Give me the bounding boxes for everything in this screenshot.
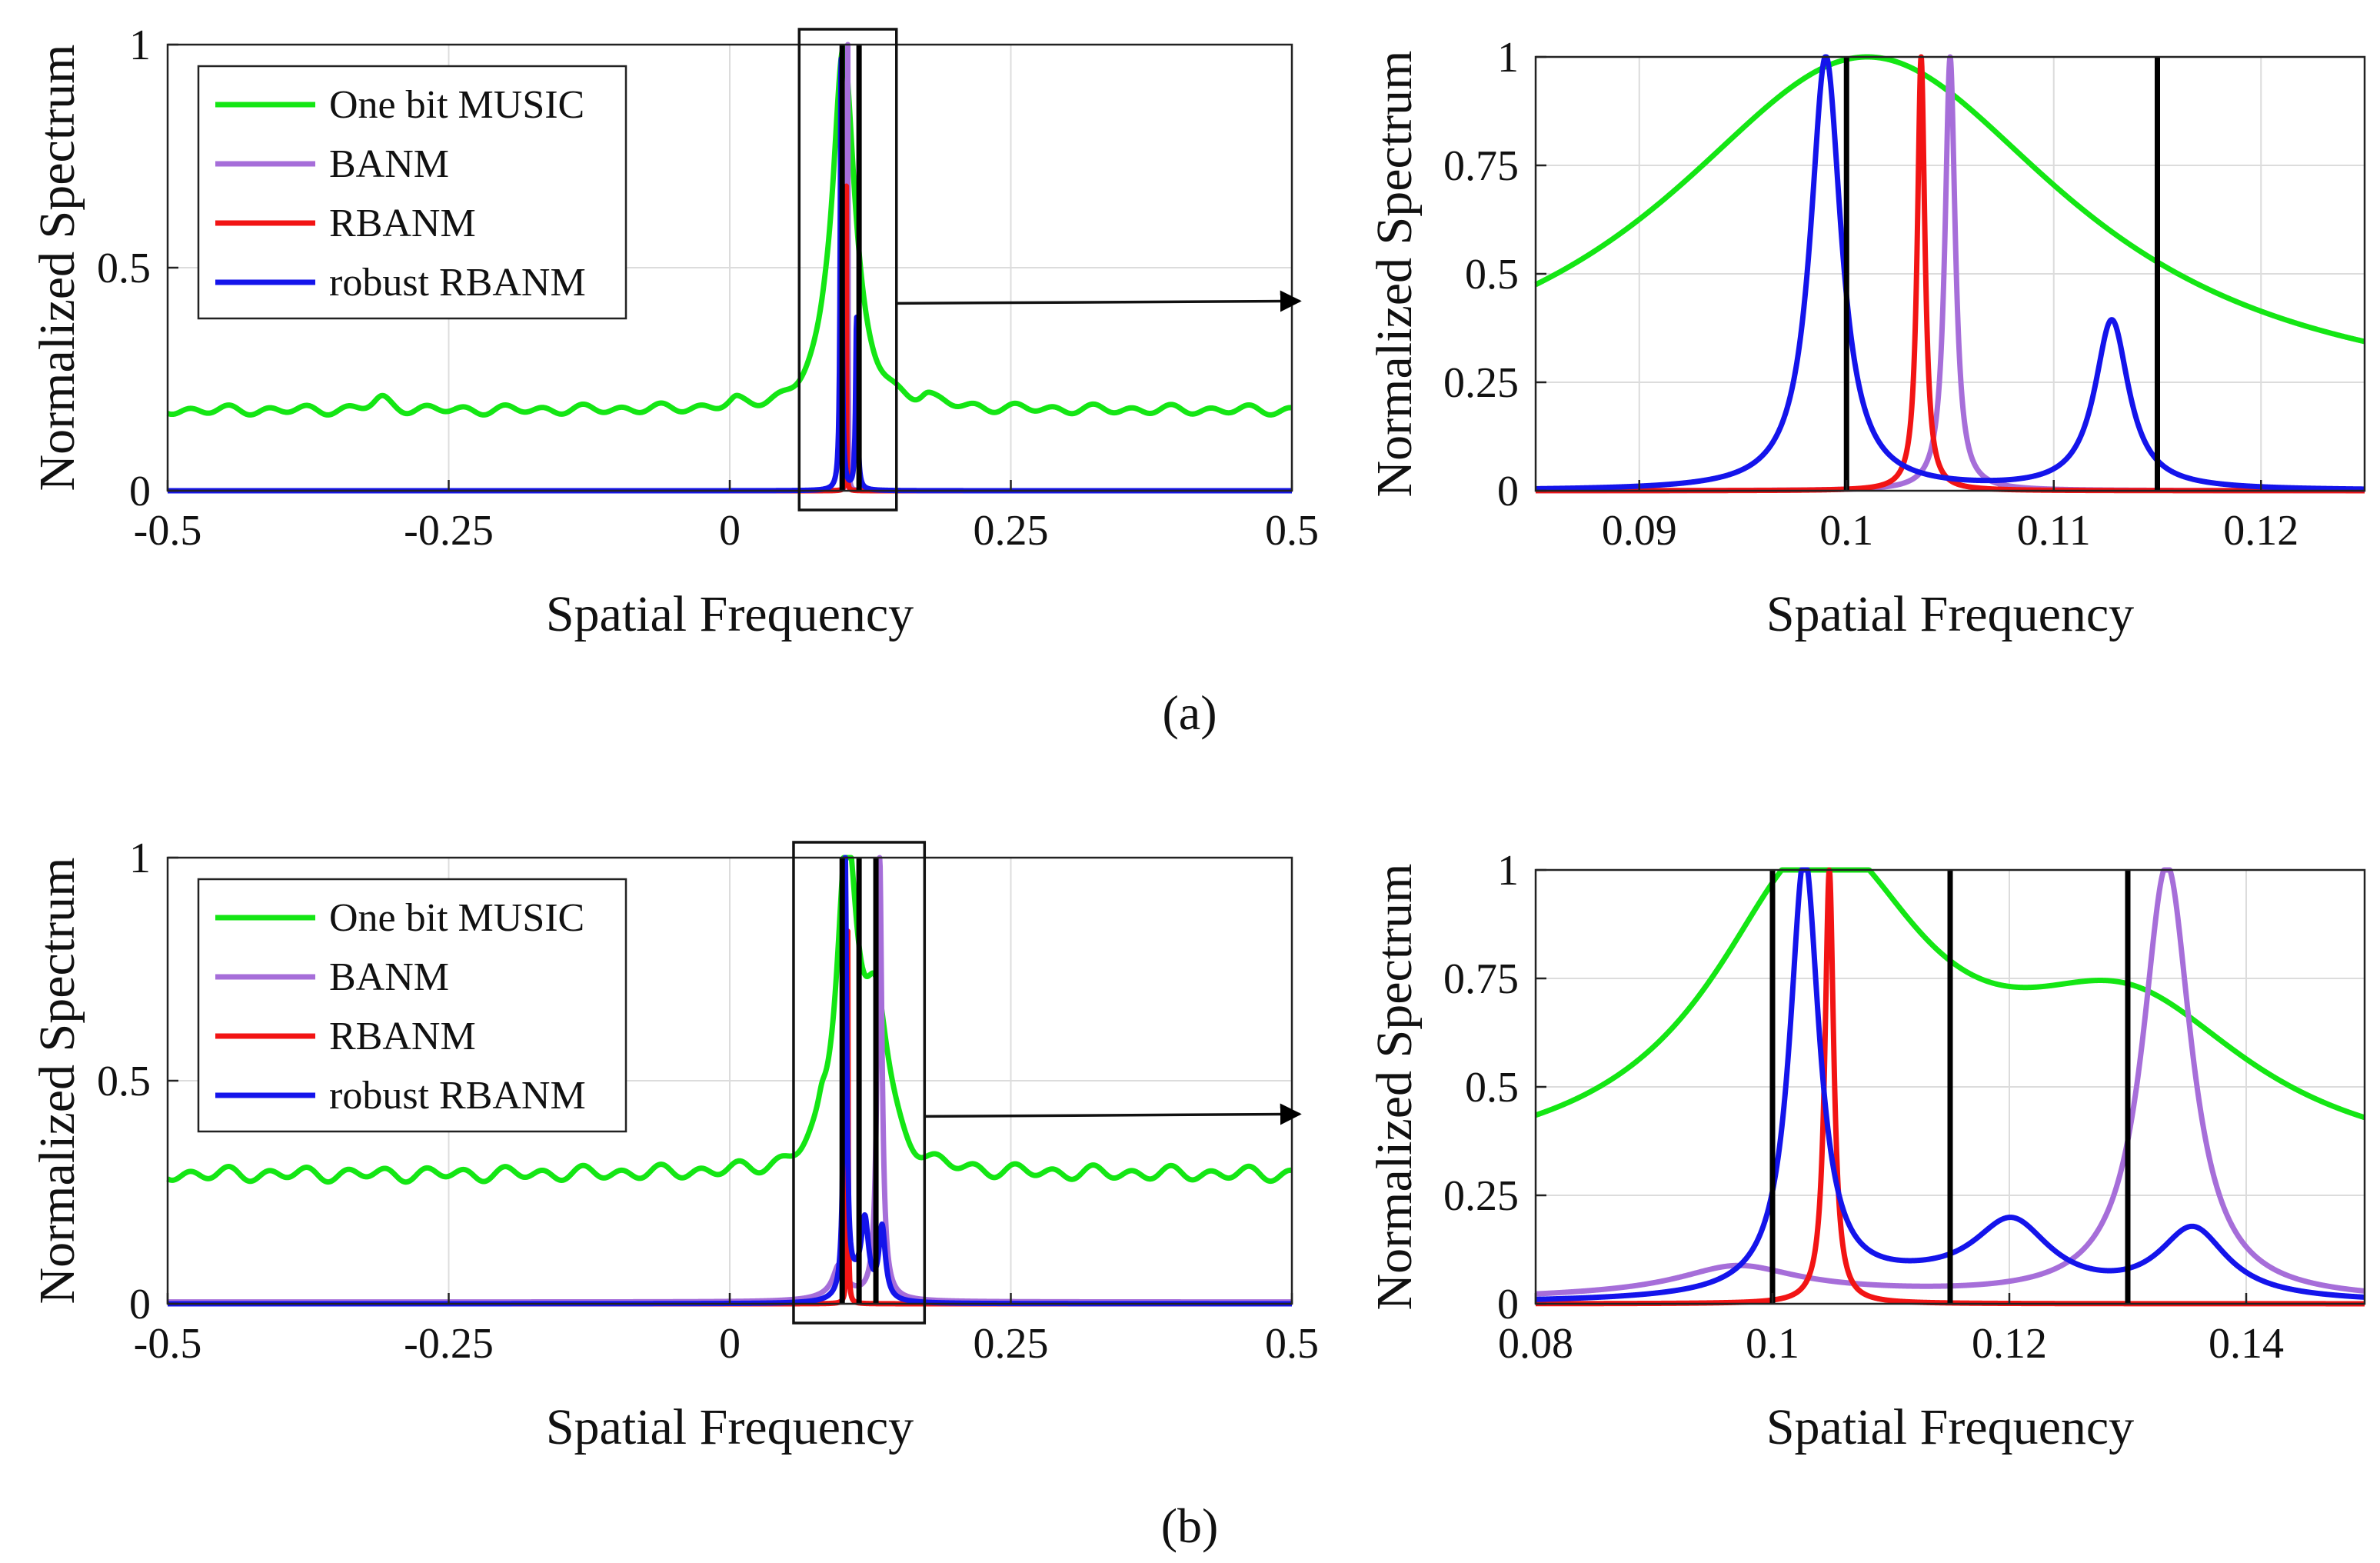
- a_zoom-ytick-label-3: 0.75: [1443, 142, 1519, 190]
- chart-b-zoomed: 0.08 0.1 0.12 0.14 0 0.25 0.5 0.75 1 Spatial Freq…: [1366, 847, 2368, 1455]
- chart-a-zoomed: 0.09 0.1 0.11 0.12 0 0.25 0.5 0.75 1 Spatial Freq…: [1366, 34, 2368, 642]
- b_full-xtick-label-3: 0.25: [974, 1320, 1049, 1368]
- b_full-ytick-label-2: 1: [129, 835, 151, 882]
- b_full-x-axis-label: Spatial Frequency: [546, 1399, 914, 1455]
- a_full-xtick-label-3: 0.25: [974, 507, 1049, 555]
- b_zoom-ytick-label-2: 0.5: [1465, 1064, 1519, 1111]
- b_zoom-xtick-label-1: 0.1: [1746, 1320, 1799, 1368]
- a_full-legend-label-banm: BANM: [329, 142, 449, 186]
- a_full-xtick-label-4: 0.5: [1265, 507, 1319, 555]
- a_zoom-ytick-label-1: 0.25: [1443, 359, 1519, 407]
- a_full-ytick-label-1: 0.5: [97, 245, 151, 292]
- a_full-legend-label-robust: robust RBANM: [329, 261, 586, 305]
- a_full-y-axis-label: Normalized Spectrum: [29, 45, 85, 492]
- a_full-legend-label-music: One bit MUSIC: [329, 83, 584, 127]
- b_full-zoom-box: [792, 841, 927, 1325]
- b_full-ytick-label-0: 0: [129, 1281, 151, 1328]
- a_zoom-xtick-label-3: 0.12: [2223, 507, 2298, 555]
- b_full-legend-label-robust: robust RBANM: [329, 1074, 586, 1118]
- b_zoom-y-axis-label: Normalized Spectrum: [1366, 864, 1423, 1311]
- a_zoom-xtick-label-2: 0.11: [2017, 507, 2091, 555]
- b_full-legend-label-banm: BANM: [329, 955, 449, 999]
- b_zoom-ytick-label-0: 0: [1497, 1281, 1519, 1328]
- b_zoom-ytick-label-3: 0.75: [1443, 955, 1519, 1003]
- b_zoom-x-axis-label: Spatial Frequency: [1766, 1399, 2134, 1455]
- a_full-series-music: [165, 45, 1294, 418]
- b_zoom-ytick-label-1: 0.25: [1443, 1172, 1519, 1220]
- a_full-xtick-label-1: -0.25: [404, 507, 494, 555]
- a_full-xtick-label-2: 0: [719, 507, 741, 555]
- a_full-legend-box: [197, 65, 627, 320]
- a_zoom-series-robust: [1533, 54, 2368, 492]
- b_full-legend-label-rbanm: RBANM: [329, 1015, 476, 1058]
- a_full-zoom-arrow: [896, 290, 1302, 312]
- a_full-ytick-label-2: 1: [129, 22, 151, 69]
- b_full-zoom-arrow: [924, 1103, 1302, 1125]
- a_full-xtick-label-0: -0.5: [134, 507, 202, 555]
- a_full-legend-label-rbanm: RBANM: [329, 202, 476, 245]
- a_zoom-xtick-label-0: 0.09: [1602, 507, 1677, 555]
- a_zoom-ytick-label-4: 1: [1497, 34, 1519, 82]
- a_full-ytick-label-0: 0: [129, 468, 151, 515]
- b_zoom-xtick-label-3: 0.14: [2209, 1320, 2284, 1368]
- chart-a-full-band: -0.5 -0.25 0 0.25 0.5 0 0.5 1 Spatial Frequency N…: [29, 22, 1319, 642]
- a_zoom-x-axis-label: Spatial Frequency: [1766, 586, 2134, 642]
- b_zoom-ytick-label-4: 1: [1497, 847, 1519, 895]
- a_zoom-ytick-label-0: 0: [1497, 468, 1519, 515]
- b_full-xtick-label-4: 0.5: [1265, 1320, 1319, 1368]
- b_full-xtick-label-1: -0.25: [404, 1320, 494, 1368]
- a_full-zoom-box: [797, 28, 898, 512]
- a_full-x-axis-label: Spatial Frequency: [546, 586, 914, 642]
- a_zoom-xtick-label-1: 0.1: [1819, 507, 1873, 555]
- b_full-xtick-label-2: 0: [719, 1320, 741, 1368]
- b_full-legend-box: [197, 878, 627, 1133]
- b_zoom-xtick-label-2: 0.12: [1972, 1320, 2047, 1368]
- b_full-y-axis-label: Normalized Spectrum: [29, 858, 85, 1305]
- chart-b-full-band: -0.5 -0.25 0 0.25 0.5 0 0.5 1 Spatial Frequency N…: [29, 835, 1319, 1455]
- b_full-xtick-label-0: -0.5: [134, 1320, 202, 1368]
- b_full-ytick-label-1: 0.5: [97, 1058, 151, 1105]
- b_zoom-xtick-label-0: 0.08: [1498, 1320, 1573, 1368]
- caption-a: (a): [1162, 685, 1217, 740]
- a_zoom-ytick-label-2: 0.5: [1465, 251, 1519, 298]
- b_full-legend-label-music: One bit MUSIC: [329, 896, 584, 940]
- b_full-series-music: [165, 855, 1294, 1185]
- caption-b: (b): [1161, 1498, 1219, 1553]
- a_zoom-y-axis-label: Normalized Spectrum: [1366, 51, 1423, 498]
